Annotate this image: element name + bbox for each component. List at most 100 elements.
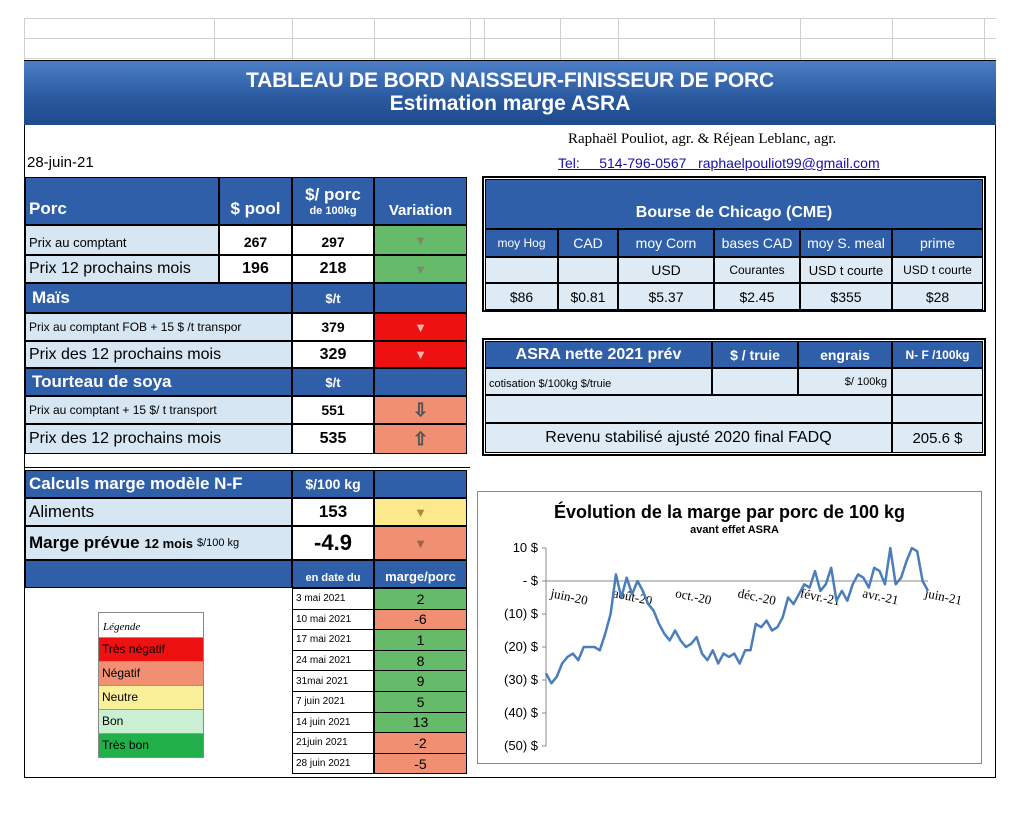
gridline (24, 18, 996, 19)
porc-row-label: Prix 12 prochains mois (25, 255, 219, 283)
thumb-down-icon: ▼ (414, 535, 427, 551)
history-col-marge: marge/porc (374, 560, 467, 588)
asra-cotisation-label: cotisation $/100kg $/truie (485, 368, 712, 395)
porc-title: Porc (29, 199, 67, 218)
report-date: 28-juin-21 (27, 154, 94, 171)
gridline (984, 18, 985, 60)
marge-prevue-variation: ▼ (374, 526, 467, 560)
soya-header: Tourteau de soya (25, 368, 292, 396)
dashboard-subtitle: Estimation marge ASRA (389, 92, 631, 115)
marge-prevue-unit: $/100 kg (196, 537, 240, 549)
mais-row-variation: ▼ (374, 313, 467, 341)
cme-title: Bourse de Chicago (CME) (485, 179, 983, 229)
porc-unit-label: $/ porc (305, 185, 361, 204)
title-banner: TABLEAU DE BORD NAISSEUR-FINISSEUR DE PO… (24, 61, 996, 125)
history-row-date: 21juin 2021 (292, 732, 374, 754)
calculs-title: Calculs marge modèle N-F (25, 470, 292, 498)
marge-prevue-sub: 12 mois (144, 535, 193, 551)
soya-row-variation: ⇩ (374, 396, 467, 424)
history-col-date: en date du (292, 560, 374, 588)
legend-item: Neutre (99, 685, 203, 709)
cme-value: $5.37 (618, 283, 714, 310)
history-row-date: 28 juin 2021 (292, 752, 374, 775)
history-row-value: -5 (374, 752, 467, 775)
history-row-value: 2 (374, 588, 467, 610)
mais-row-value: 379 (292, 313, 374, 341)
history-row-date: 10 mai 2021 (292, 608, 374, 631)
chart-y-tick-label: (50) $ (504, 738, 539, 753)
history-row-value: 5 (374, 691, 467, 713)
porc-row-value: 297 (292, 225, 374, 255)
cme-header: moy Hog (485, 229, 558, 257)
chart-y-tick-label: (30) $ (504, 672, 539, 687)
dashboard-title: TABLEAU DE BORD NAISSEUR-FINISSEUR DE PO… (246, 69, 774, 92)
marge-prevue-row: Marge prévue 12 mois $/100 kg (25, 526, 292, 560)
history-header-blank (25, 560, 292, 588)
legend-items: Très négatif Négatif Neutre Bon Très bon (99, 637, 203, 757)
mais-row-variation: ▼ (374, 341, 467, 368)
porc-row-label: Prix au comptant (25, 225, 219, 255)
cme-header: prime (892, 229, 983, 257)
mais-header-blank (374, 283, 467, 313)
chart-plot: 10 $ - $ (10) $ (20) $ (30) $ (40) $ (50) $ ju… (504, 540, 964, 753)
arrow-down-icon: ▼ (414, 319, 427, 335)
gridline (292, 18, 293, 60)
legend-item: Très bon (99, 733, 203, 757)
aliments-label: Aliments (25, 498, 292, 526)
soya-row-label: Prix des 12 prochains mois (25, 424, 292, 454)
chart-x-tick-label: avr.-21 (861, 585, 900, 607)
mais-row-label: Prix au comptant FOB + 15 $ /t transpor (25, 313, 292, 341)
thumb-down-icon: ▼ (414, 504, 427, 520)
marge-prevue-label: Marge prévue (29, 533, 140, 552)
contact-link[interactable]: Tel: 514-796-0567 raphaelpouliot99@gmail… (558, 155, 880, 171)
legend-item: Négatif (99, 661, 203, 685)
cme-value: $2.45 (714, 283, 800, 310)
soya-title: Tourteau de soya (32, 372, 172, 391)
mais-unit: $/t (292, 283, 374, 313)
asra-frame (482, 338, 986, 456)
cme-frame (482, 176, 986, 312)
chart-x-tick-label: oct.-20 (674, 585, 713, 607)
legend-box: Légende Très négatif Négatif Neutre Bon Très… (98, 612, 204, 758)
calculs-header-blank (374, 470, 467, 498)
chart-series-line (544, 546, 930, 685)
gridline (560, 18, 561, 60)
asra-engrais-unit: $/ 100kg (798, 368, 892, 395)
gridline (484, 18, 485, 60)
aliments-variation: ▼ (374, 498, 467, 526)
porc-row-pool: 267 (219, 225, 292, 255)
cme-subheader (558, 257, 618, 283)
soya-row-value: 551 (292, 396, 374, 424)
porc-col-porc: $/ porc de 100kg (292, 177, 374, 225)
chart-y-tick-label: (20) $ (504, 639, 539, 654)
aliments-value: 153 (292, 498, 374, 526)
history-row-value: 8 (374, 649, 467, 672)
history-row-value: -2 (374, 732, 467, 754)
calculs-unit: $/100 kg (292, 470, 374, 498)
revenu-stabilise-value: 205.6 $ (892, 423, 983, 453)
porc-row-pool: 196 (219, 255, 292, 283)
porc-row-variation: ▼ (374, 225, 467, 255)
chart-x-tick-label: juin-21 (923, 585, 964, 608)
cme-header: bases CAD (714, 229, 800, 257)
marge-prevue-value: -4.9 (292, 526, 374, 560)
chart-title: Évolution de la marge par porc de 100 kg (553, 502, 906, 522)
asra-col-truie: $ / truie (712, 341, 798, 368)
cme-subheader (485, 257, 558, 283)
soya-row-variation: ⇧ (374, 424, 467, 454)
history-row-blank (25, 588, 292, 609)
asra-cotisation-truie (712, 368, 798, 395)
soya-unit: $/t (292, 368, 374, 396)
cme-value: $86 (485, 283, 558, 310)
porc-unit-sub: de 100kg (309, 205, 357, 217)
history-row-date: 31mai 2021 (292, 670, 374, 692)
porc-row-variation: ▼ (374, 255, 467, 283)
authors-text: Raphaël Pouliot, agr. & Réjean Leblanc, … (568, 131, 837, 147)
asra-title: ASRA nette 2021 prév (485, 341, 712, 368)
history-row-value: 13 (374, 711, 467, 734)
dashboard-frame (24, 60, 996, 778)
chart-y-tick-label: - $ (523, 573, 539, 588)
chart-y-tick-label: (10) $ (504, 606, 539, 621)
cme-header: CAD (558, 229, 618, 257)
porc-col-variation: Variation (374, 177, 467, 225)
